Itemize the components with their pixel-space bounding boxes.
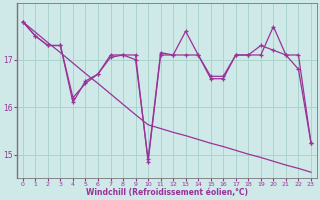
- X-axis label: Windchill (Refroidissement éolien,°C): Windchill (Refroidissement éolien,°C): [86, 188, 248, 197]
